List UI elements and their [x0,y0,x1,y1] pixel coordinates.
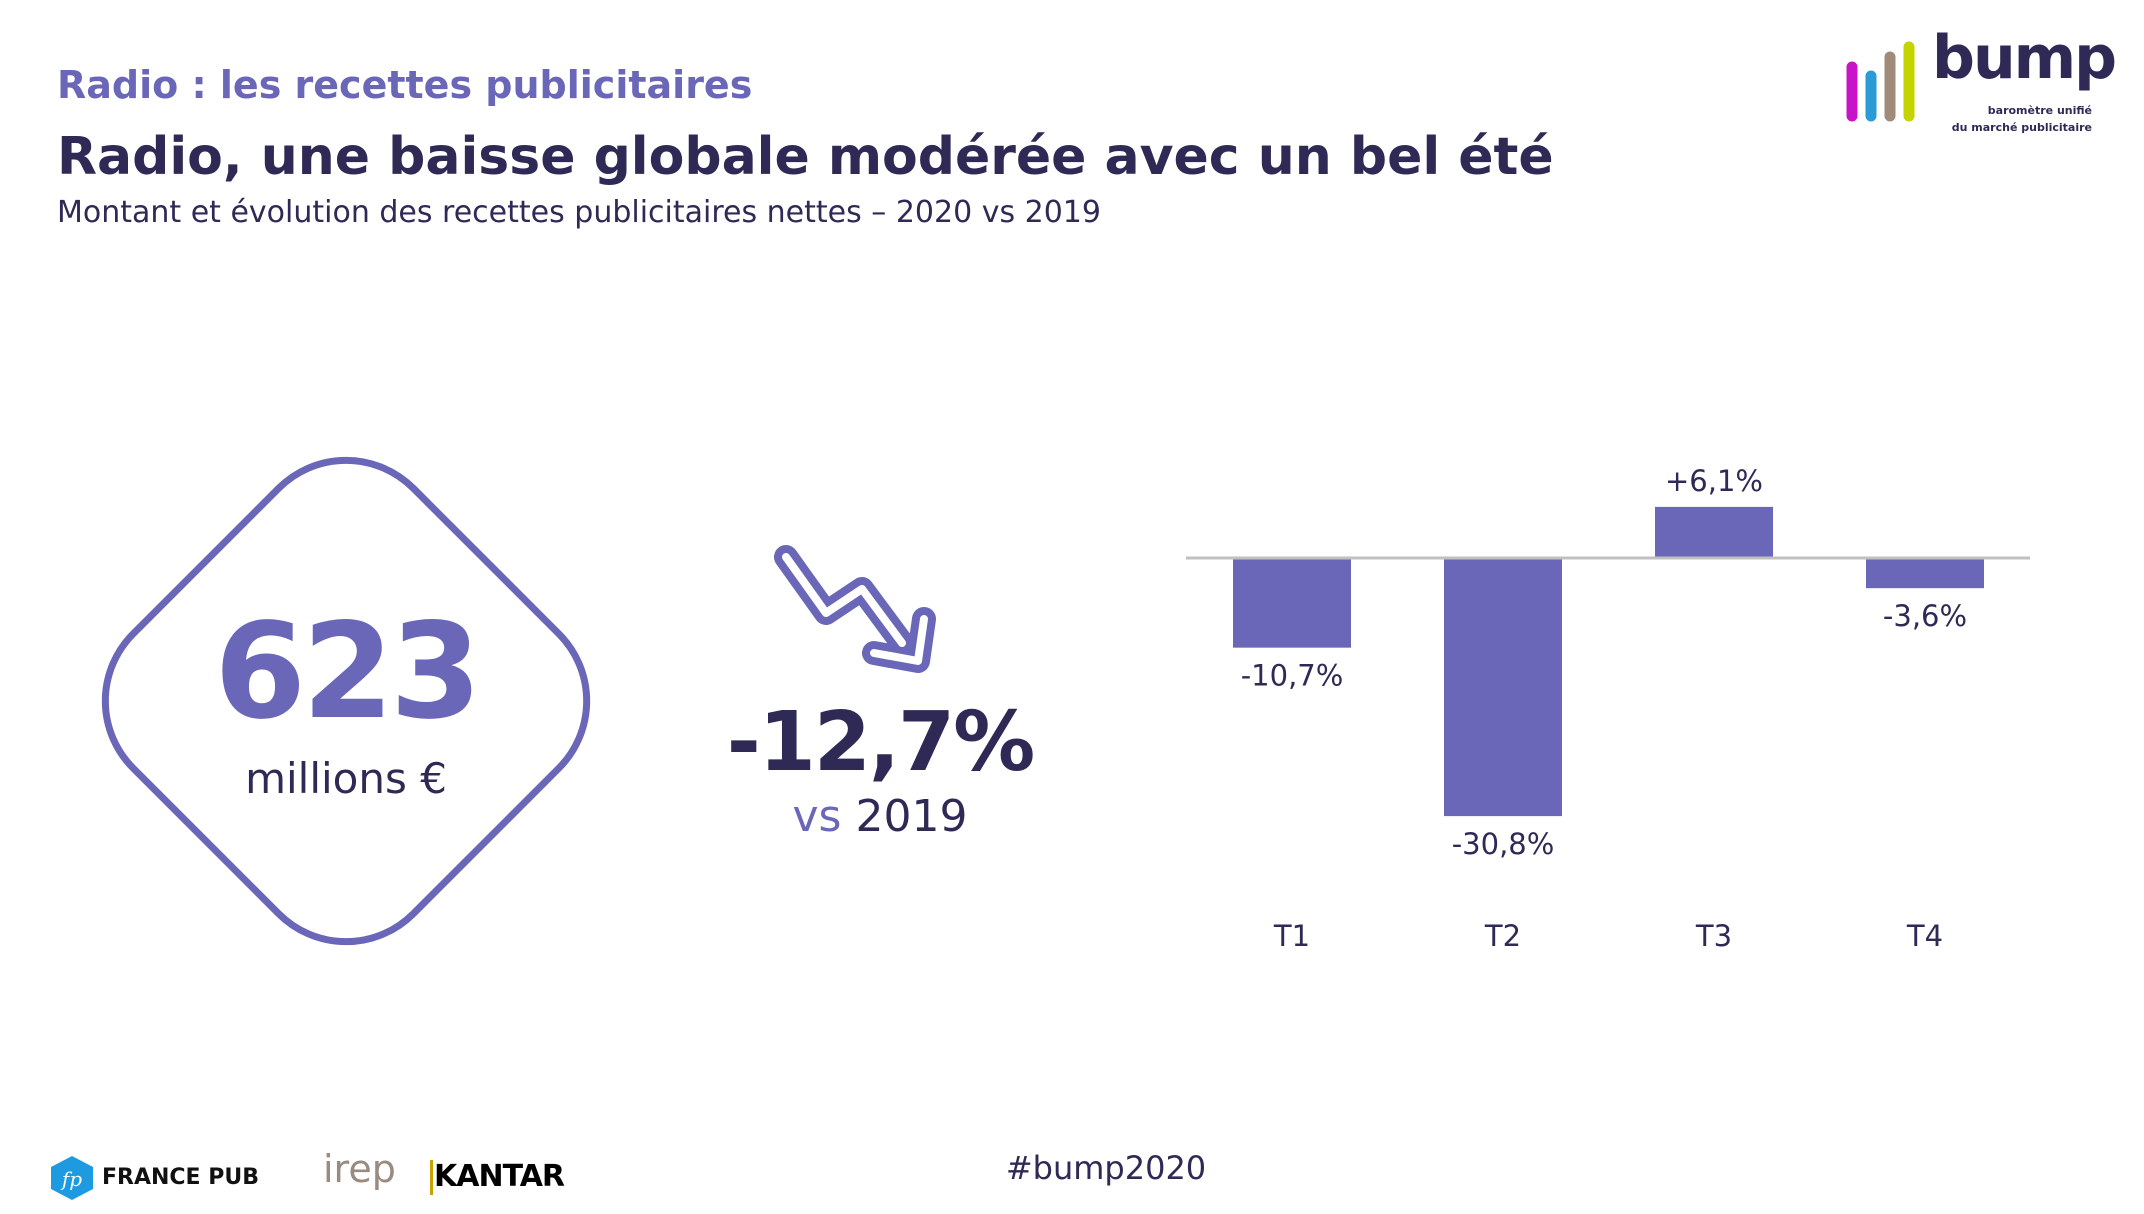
page-title: Radio, une baisse globale modérée avec u… [57,127,1554,187]
trend-down-arrow-icon [774,545,936,673]
logo-tagline-1: baromètre unifié [1988,104,2092,117]
logo-tagline-2: du marché publicitaire [1952,121,2092,134]
category-label-t3: T3 [1695,919,1732,953]
kpi-evolution: -12,7% [726,695,1036,790]
kpi-amount-unit: millions € [245,754,447,803]
data-label-t3: +6,1% [1665,464,1763,498]
kpi-vs-year: 2019 [855,791,968,842]
hashtag: #bump2020 [1005,1149,1207,1187]
bar-t3 [1655,506,1773,558]
category-label-t2: T2 [1484,919,1521,953]
logo-wordmark: bump [1932,24,2115,93]
france-pub-text: FRANCE PUB [102,1165,259,1191]
data-label-t1: -10,7% [1241,659,1344,693]
kpi-comparison: vs 2019 [700,791,1060,843]
kpi-frame-rounded-diamond [101,456,591,946]
kpi-vs-word: vs [792,791,842,842]
page-subtitle: Montant et évolution des recettes public… [57,195,1101,230]
bar-t2 [1444,558,1562,817]
data-label-t2: -30,8% [1452,827,1555,861]
bar-t1 [1233,558,1351,648]
category-label-t1: T1 [1273,919,1310,953]
bump-logo-graphic: bump baromètre unifié du marché publicit… [1846,23,2117,134]
category-label-t4: T4 [1906,919,1943,953]
bump-logo: bump baromètre unifié du marché publicit… [1840,23,2140,142]
data-label-t4: -3,6% [1883,599,1967,633]
irep-logo: irep [323,1147,396,1191]
france-pub-logo: fp FRANCE PUB [50,1155,259,1201]
france-pub-hexagon-icon: fp [51,1156,93,1200]
bar-t4 [1866,558,1984,589]
kantar-logo: KANTAR [430,1159,565,1195]
svg-text:fp: fp [60,1167,82,1191]
kpi-amount: 623 [214,595,482,749]
section-kicker: Radio : les recettes publicitaires [57,63,753,107]
